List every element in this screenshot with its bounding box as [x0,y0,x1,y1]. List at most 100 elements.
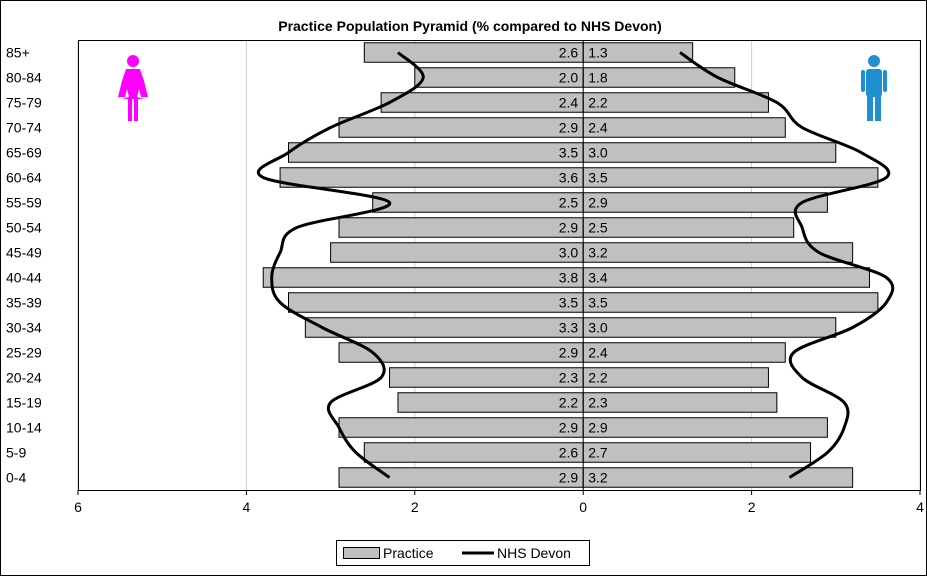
data-label-male-50-54: 2.5 [588,220,608,236]
data-label-female-0-4: 2.9 [559,470,579,486]
reference-lines [256,51,895,479]
data-label-male-40-44: 3.4 [588,270,608,286]
data-label-male-65-69: 3.0 [588,145,608,161]
data-label-female-15-19: 2.2 [559,395,579,411]
bar-male-65-69 [582,142,837,163]
bar-male-30-34 [582,317,837,338]
data-label-male-15-19: 2.3 [588,395,608,411]
bar-male-40-44 [582,267,870,288]
data-label-male-70-74: 2.4 [588,120,608,136]
y-tick-label: 20-24 [6,370,42,386]
legend-label-nhs-devon: NHS Devon [497,545,571,561]
legend-label-practice: Practice [383,545,434,561]
data-label-female-30-34: 3.3 [559,320,579,336]
bar-male-10-14 [582,417,828,438]
bar-male-15-19 [582,392,778,413]
y-tick-label: 80-84 [6,70,42,86]
data-label-male-30-34: 3.0 [588,320,608,336]
data-label-male-20-24: 2.2 [588,370,608,386]
y-tick-label: 5-9 [6,445,26,461]
data-label-male-75-79: 2.2 [588,95,608,111]
y-tick-label: 30-34 [6,320,42,336]
data-label-male-35-39: 3.5 [588,295,608,311]
bar-female-30-34 [304,317,584,338]
data-label-female-60-64: 3.6 [559,170,579,186]
data-label-male-45-49: 3.2 [588,245,608,261]
y-tick-label: 45-49 [6,245,42,261]
data-label-female-10-14: 2.9 [559,420,579,436]
bar-female-50-54 [338,217,584,238]
bar-male-25-29 [582,342,786,363]
y-tick-label: 35-39 [6,295,42,311]
bar-male-75-79 [582,92,769,113]
chart-title: Practice Population Pyramid (% compared … [278,18,662,34]
bar-male-55-59 [582,192,828,213]
bars [262,40,879,490]
x-tick-label: 2 [748,499,756,515]
bar-male-60-64 [582,167,879,188]
nhs-devon-line-male [679,51,895,479]
data-label-female-55-59: 2.5 [559,195,579,211]
x-tick-label: 0 [579,499,587,515]
y-tick-label: 10-14 [6,420,42,436]
data-label-male-0-4: 3.2 [588,470,608,486]
x-axis-ticks: 6 4 2 0 2 4 [74,490,924,515]
y-tick-label: 15-19 [6,395,42,411]
data-label-female-5-9: 2.6 [559,445,579,461]
bar-female-85+ [363,42,584,63]
legend: Practice NHS Devon [336,540,590,566]
y-tick-label: 50-54 [6,220,42,236]
data-label-male-60-64: 3.5 [588,170,608,186]
female-icon [118,55,148,121]
data-label-female-45-49: 3.0 [559,245,579,261]
bar-male-5-9 [582,442,812,463]
bar-male-70-74 [582,117,786,138]
bar-female-65-69 [288,142,584,163]
y-tick-label: 60-64 [6,170,42,186]
y-tick-label: 85+ [6,45,30,61]
bar-female-5-9 [363,442,584,463]
bar-male-0-4 [582,467,854,488]
data-label-female-70-74: 2.9 [559,120,579,136]
bar-female-10-14 [338,417,584,438]
y-tick-label: 70-74 [6,120,42,136]
data-label-female-20-24: 2.3 [559,370,579,386]
y-tick-label: 40-44 [6,270,42,286]
data-label-female-80-84: 2.0 [559,70,579,86]
y-axis-labels: 85+ 80-84 75-79 70-74 65-69 60-64 55-59 50-54 45… [6,45,42,486]
bar-male-50-54 [582,217,795,238]
data-labels: 2.6 1.3 2.0 1.8 2.4 2.2 2.9 2.4 3.5 3.0 3.6 3.5 2.5 2… [559,45,608,486]
data-label-male-25-29: 2.4 [588,345,608,361]
bar-female-45-49 [330,242,584,263]
bar-female-55-59 [372,192,584,213]
y-tick-label: 25-29 [6,345,42,361]
x-tick-label: 4 [916,499,924,515]
bar-female-60-64 [279,167,584,188]
data-label-female-35-39: 3.5 [559,295,579,311]
bar-female-15-19 [397,392,584,413]
x-tick-label: 2 [411,499,419,515]
data-label-female-65-69: 3.5 [559,145,579,161]
bar-male-35-39 [582,292,879,313]
bar-female-35-39 [288,292,584,313]
data-label-female-50-54: 2.9 [559,220,579,236]
data-label-male-55-59: 2.9 [588,195,608,211]
data-label-male-80-84: 1.8 [588,70,608,86]
male-icon [861,55,887,121]
x-tick-label: 6 [74,499,82,515]
legend-swatch-practice [343,547,380,559]
data-label-male-85+: 1.3 [588,45,608,61]
bar-female-25-29 [338,342,584,363]
data-label-male-5-9: 2.7 [588,445,608,461]
bar-female-40-44 [262,267,584,288]
data-label-female-75-79: 2.4 [559,95,579,111]
data-label-female-25-29: 2.9 [559,345,579,361]
bar-female-75-79 [380,92,584,113]
nhs-devon-line-female [256,51,425,479]
y-tick-label: 65-69 [6,145,42,161]
data-label-female-40-44: 3.8 [559,270,579,286]
bar-female-0-4 [338,467,584,488]
bar-female-70-74 [338,117,584,138]
